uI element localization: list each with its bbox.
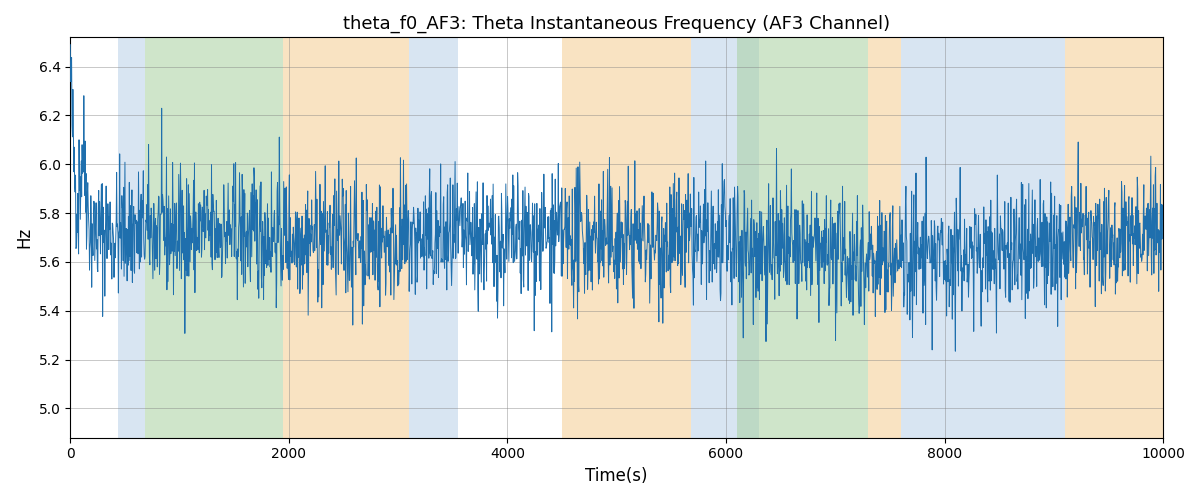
Bar bbox=[737, 38, 868, 438]
Bar bbox=[691, 38, 737, 438]
Bar bbox=[737, 38, 758, 438]
Bar bbox=[1064, 38, 1163, 438]
Title: theta_f0_AF3: Theta Instantaneous Frequency (AF3 Channel): theta_f0_AF3: Theta Instantaneous Freque… bbox=[343, 15, 890, 34]
Y-axis label: Hz: Hz bbox=[16, 227, 34, 248]
Bar bbox=[562, 38, 691, 438]
Bar bbox=[868, 38, 901, 438]
Bar bbox=[119, 38, 144, 438]
Bar bbox=[144, 38, 283, 438]
Bar bbox=[283, 38, 409, 438]
X-axis label: Time(s): Time(s) bbox=[586, 467, 648, 485]
Bar bbox=[901, 38, 1064, 438]
Bar bbox=[409, 38, 458, 438]
